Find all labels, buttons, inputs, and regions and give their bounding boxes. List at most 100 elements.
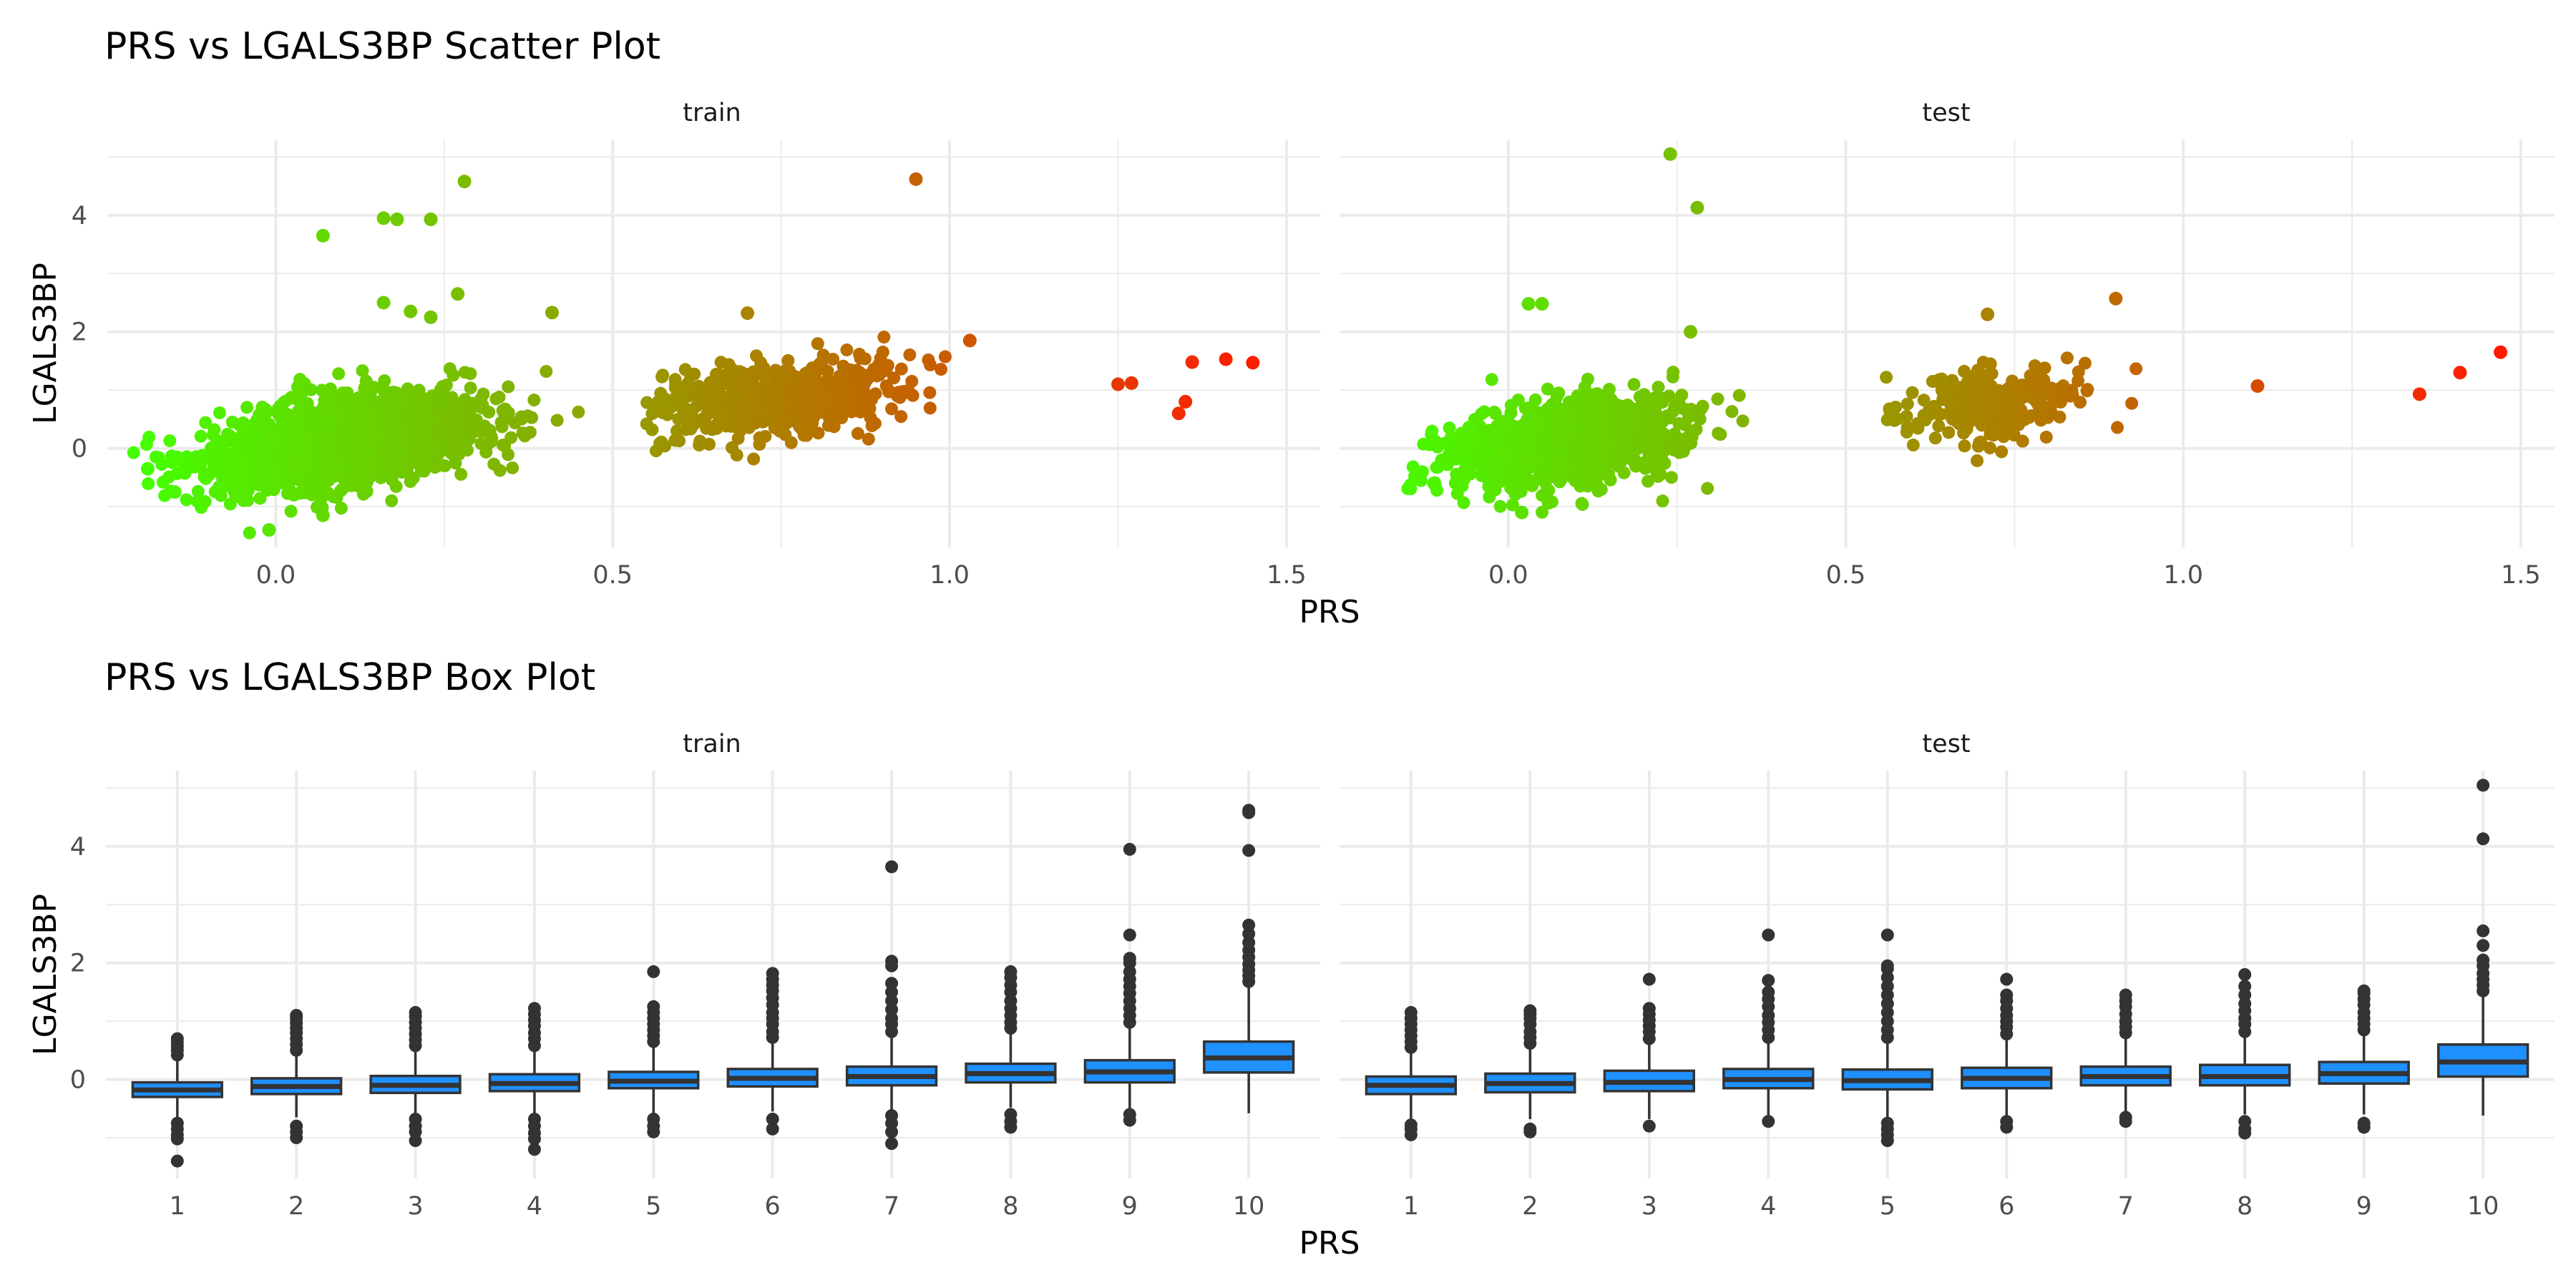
data-point: [962, 333, 977, 348]
data-point: [807, 407, 821, 421]
data-point: [877, 331, 891, 344]
box-outlier: [2477, 779, 2490, 792]
data-point: [1488, 405, 1501, 419]
data-point: [693, 434, 707, 448]
box-outlier: [1242, 844, 1256, 857]
data-point: [1531, 414, 1545, 428]
data-point: [1978, 403, 1991, 416]
data-point: [1581, 468, 1595, 482]
data-point: [216, 443, 230, 457]
data-point: [1540, 484, 1553, 497]
box-outlier: [2119, 1115, 2132, 1128]
data-point: [2129, 362, 2143, 376]
data-point: [1968, 369, 1981, 382]
data-point: [1124, 376, 1138, 390]
data-point: [708, 381, 722, 395]
data-point: [1981, 307, 1995, 321]
data-point: [225, 415, 239, 429]
data-point: [319, 431, 333, 444]
box-outlier: [1404, 1128, 1418, 1141]
data-point: [459, 425, 473, 439]
box-outlier: [1123, 928, 1136, 942]
data-point: [307, 413, 321, 426]
x-tick-label: 9: [2356, 1192, 2372, 1221]
data-point: [399, 413, 413, 426]
data-point: [430, 396, 444, 410]
data-point: [894, 362, 908, 376]
data-point: [449, 405, 462, 419]
scatter-panel-train: 0.0 0.5 1.0 1.5 0 2 4: [72, 140, 1320, 590]
box-outlier: [1523, 1125, 1537, 1138]
box-outlier: [170, 1032, 184, 1045]
data-point: [265, 429, 278, 443]
data-point: [1652, 381, 1665, 394]
data-point: [1498, 446, 1511, 459]
data-point: [506, 461, 519, 474]
data-point: [320, 449, 333, 462]
data-point: [935, 363, 948, 376]
data-point: [142, 477, 155, 490]
x-tick-label: 1.0: [930, 561, 970, 590]
data-point: [406, 471, 420, 484]
data-point: [1556, 454, 1569, 467]
data-point: [170, 467, 184, 480]
data-point: [2045, 386, 2059, 399]
x-tick-label: 2: [288, 1192, 304, 1221]
data-point: [1475, 407, 1488, 421]
data-point: [1627, 378, 1641, 391]
data-point: [756, 415, 770, 429]
data-point: [1639, 441, 1652, 455]
data-point: [876, 346, 889, 359]
data-point: [349, 469, 363, 483]
box-outlier: [647, 1125, 660, 1138]
data-point: [356, 364, 369, 378]
data-point: [304, 383, 318, 396]
data-point: [1694, 402, 1708, 416]
data-point: [347, 406, 361, 419]
data-point: [1664, 471, 1678, 484]
data-point: [1508, 467, 1521, 480]
box-outlier: [1123, 952, 1136, 965]
x-tick-label: 1: [170, 1192, 185, 1221]
data-point: [203, 452, 217, 466]
data-point: [2074, 396, 2087, 409]
data-point: [316, 228, 330, 243]
data-point: [191, 484, 205, 498]
data-point: [296, 454, 310, 468]
data-point: [2060, 351, 2074, 365]
box-outlier: [1880, 1134, 1894, 1148]
data-point: [464, 367, 477, 381]
box-outlier: [527, 1132, 541, 1146]
data-point: [404, 304, 418, 318]
data-point: [1604, 392, 1618, 406]
y-tick-label: 0: [70, 1066, 86, 1095]
data-point: [1656, 494, 1669, 508]
data-point: [167, 485, 182, 499]
data-point: [1690, 200, 1704, 215]
data-point: [496, 404, 509, 417]
data-point: [1475, 456, 1489, 469]
data-point: [881, 358, 894, 372]
data-point: [840, 343, 854, 357]
data-point: [246, 422, 260, 436]
data-point: [454, 437, 468, 451]
data-point: [1736, 414, 1750, 428]
data-point: [1425, 424, 1439, 438]
data-point: [1576, 497, 1589, 511]
data-point: [328, 460, 341, 474]
x-tick-label: 8: [1002, 1192, 1018, 1221]
box-outlier: [1762, 985, 1775, 999]
data-point: [1427, 476, 1441, 490]
data-point: [735, 371, 748, 385]
data-point: [730, 448, 743, 462]
data-point: [527, 394, 541, 407]
data-point: [545, 306, 559, 320]
data-point: [2250, 379, 2265, 393]
data-point: [852, 348, 866, 361]
data-point: [1714, 428, 1727, 441]
data-point: [479, 445, 493, 459]
data-point: [262, 523, 276, 537]
data-point: [1508, 436, 1522, 449]
data-point: [1552, 386, 1566, 400]
data-point: [746, 365, 760, 379]
